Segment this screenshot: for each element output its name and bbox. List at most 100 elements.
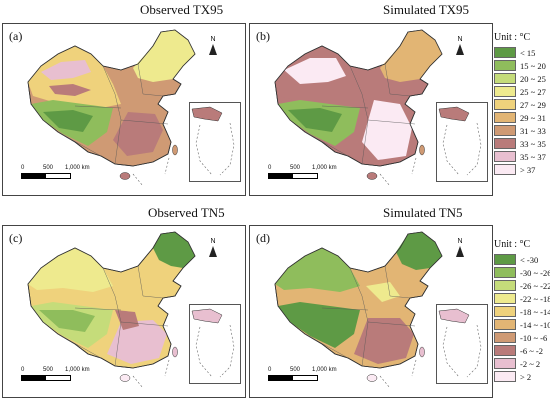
climate-zone (354, 318, 414, 364)
inset-map (438, 106, 482, 176)
scale-tick-1000: 1,000 km (65, 165, 90, 171)
province-border (120, 321, 169, 327)
inset-map (191, 308, 235, 378)
china-map-d (274, 231, 443, 389)
north-label: N (457, 238, 463, 245)
scale-tick-500: 500 (290, 165, 301, 171)
legend-swatch (494, 345, 516, 356)
north-label: N (457, 36, 463, 43)
legend-items: < 15 15 ~ 20 20 ~ 25 25 ~ 27 27 ~ 29 29 ~ 31 3… (494, 46, 546, 176)
climate-zone (107, 320, 167, 364)
province-border (349, 65, 369, 165)
province-border (304, 131, 349, 157)
legend-label: 35 ~ 37 (520, 151, 546, 162)
climate-zone (288, 108, 342, 132)
legend-item: > 2 (494, 370, 550, 383)
country-border (274, 29, 443, 167)
legend-swatch (494, 358, 516, 369)
province-border (120, 119, 169, 125)
climate-zone (115, 310, 139, 330)
legend-label: -18 ~ -14 (520, 306, 550, 317)
province-border (349, 267, 369, 367)
province-border (137, 63, 164, 97)
maritime-boundary (132, 157, 170, 187)
legend-label: > 37 (520, 164, 536, 175)
map-panel-b: (b) N 0 500 1,000 km (249, 23, 493, 196)
province-border (367, 119, 416, 125)
hainan-island (119, 172, 131, 180)
scale-tick-1000: 1,000 km (65, 367, 90, 373)
legend-label: 25 ~ 27 (520, 86, 546, 97)
south-china-sea-inset (189, 102, 241, 182)
country-border (274, 231, 443, 369)
legend-label: 20 ~ 25 (520, 73, 546, 84)
province-border (57, 333, 102, 359)
scale-tick-0: 0 (21, 367, 25, 373)
country-border (27, 231, 196, 369)
legend-swatch (494, 86, 516, 97)
legend-swatch (494, 47, 516, 58)
hainan-island (366, 374, 378, 382)
inset-dashed-line (442, 324, 482, 378)
inset-dashed-line (442, 122, 482, 176)
legend-item: > 37 (494, 163, 546, 176)
north-label: N (210, 36, 216, 43)
legend-item: 33 ~ 35 (494, 137, 546, 150)
legend-item: 25 ~ 27 (494, 85, 546, 98)
legend-items: < -30 -30 ~ -26 -26 ~ -22 -22 ~ -18 -18 ~ -1… (494, 253, 550, 383)
province-border (367, 321, 416, 327)
legend-swatch (494, 293, 516, 304)
inset-map (438, 308, 482, 378)
legend-swatch (494, 125, 516, 136)
legend-tn5: Unit : °C < -30 -30 ~ -26 -26 ~ -22 -22 ~ -… (494, 239, 550, 383)
taiwan-island (419, 144, 425, 156)
south-china-sea-inset (436, 102, 488, 182)
province-border (102, 65, 122, 165)
inset-dashed-line (195, 122, 235, 176)
province-border (137, 265, 164, 299)
hainan-island (119, 374, 131, 382)
china-map-c (27, 231, 196, 389)
china-map-a (27, 29, 196, 187)
legend-swatch (494, 254, 516, 265)
map-panel-c: (c) N 0 500 1,000 km (2, 225, 246, 398)
legend-item: 15 ~ 20 (494, 59, 546, 72)
north-arrow-icon: N (452, 36, 468, 55)
legend-item: -26 ~ -22 (494, 279, 550, 292)
legend-item: < 15 (494, 46, 546, 59)
climate-zone (28, 248, 113, 292)
legend-title: Unit : °C (494, 32, 531, 43)
province-border (384, 63, 411, 97)
panel-title-a: Observed TX95 (140, 2, 224, 17)
legend-item: 27 ~ 29 (494, 98, 546, 111)
legend-item: -14 ~ -10 (494, 318, 550, 331)
legend-swatch (494, 112, 516, 123)
legend-swatch (494, 164, 516, 175)
legend-item: -10 ~ -6 (494, 331, 550, 344)
scale-tick-1000: 1,000 km (312, 165, 337, 171)
panel-letter-d: (d) (256, 231, 270, 245)
province-border (321, 105, 369, 109)
taiwan-island (172, 346, 178, 358)
inset-coast (191, 308, 223, 324)
province-border (304, 333, 349, 359)
scale-bar: 0 500 1,000 km (268, 367, 348, 381)
climate-zone (49, 84, 91, 96)
legend-swatch (494, 138, 516, 149)
climate-zone (39, 310, 95, 332)
legend-item: -2 ~ 2 (494, 357, 550, 370)
legend-label: < -30 (520, 254, 539, 265)
panel-title-b: Simulated TX95 (383, 2, 470, 17)
climate-zone (396, 232, 442, 270)
legend-label: -14 ~ -10 (520, 319, 550, 330)
legend-swatch (494, 280, 516, 291)
legend-item: -22 ~ -18 (494, 292, 550, 305)
legend-swatch (494, 306, 516, 317)
inset-coast (438, 308, 470, 324)
legend-swatch (494, 73, 516, 84)
climate-zone (275, 248, 360, 292)
taiwan-island (172, 144, 178, 156)
legend-swatch (494, 319, 516, 330)
panel-letter-b: (b) (256, 29, 270, 43)
china-map-b (274, 29, 443, 187)
